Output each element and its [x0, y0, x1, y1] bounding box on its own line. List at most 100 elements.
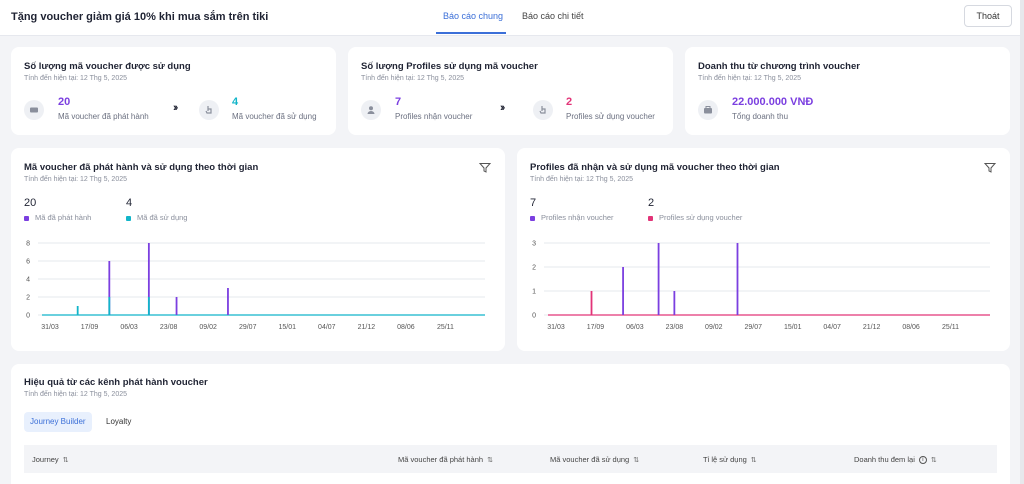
x-tick-label: 08/06: [397, 324, 415, 331]
legend-issued[interactable]: Mã đã phát hành: [24, 213, 91, 222]
chart-subtitle: Tính đến hiện tại: 12 Thg 5, 2025: [530, 176, 634, 183]
received-total: 7: [530, 197, 537, 209]
x-tick-label: 09/02: [705, 324, 723, 331]
column-label: Doanh thu đem lại: [854, 455, 915, 464]
legend-swatch: [530, 215, 535, 221]
logout-button[interactable]: Thoát: [964, 5, 1012, 27]
sort-icon[interactable]: ⇅: [62, 457, 69, 464]
x-tick-label: 31/03: [547, 324, 565, 331]
card-title: Doanh thu từ chương trình voucher: [698, 61, 860, 72]
x-tick-label: 29/07: [745, 324, 763, 331]
x-tick-label: 23/08: [160, 324, 178, 331]
legend-using[interactable]: Profiles sử dụng voucher: [648, 213, 742, 222]
bar: [657, 243, 660, 315]
sort-icon[interactable]: ⇅: [930, 457, 937, 464]
y-tick-label: 0: [26, 313, 30, 320]
profiles-bar-chart: 0 1 2 3 31/03 17/09 06/03 23/08 09/02 29/07 15/01 0…: [532, 241, 990, 331]
bar: [108, 261, 111, 315]
x-tick-label: 29/07: [239, 324, 257, 331]
chart-subtitle: Tính đến hiện tại: 12 Thg 5, 2025: [24, 176, 128, 183]
tab-general-report[interactable]: Báo cáo chung: [443, 11, 504, 21]
used-total: 4: [126, 197, 133, 209]
total-revenue-label: Tổng doanh thu: [732, 112, 789, 121]
used-vouchers-count: 4: [232, 96, 239, 108]
table-header: Journey ⇅ Mã voucher đã phát hành ⇅ Mã vou…: [24, 445, 997, 473]
x-tick-label: 31/03: [41, 324, 59, 331]
channels-title: Hiệu quả từ các kênh phát hành voucher: [24, 377, 208, 388]
x-tick-label: 21/12: [863, 324, 881, 331]
card-title: Số lượng Profiles sử dụng mã voucher: [361, 61, 538, 72]
page-title: Tặng voucher giảm giá 10% khi mua sắm tr…: [11, 11, 269, 23]
legend-label: Profiles nhận voucher: [541, 213, 614, 222]
legend-label: Mã đã phát hành: [35, 213, 92, 222]
filter-icon[interactable]: [983, 161, 997, 175]
x-tick-label: 21/12: [358, 324, 376, 331]
bar: [76, 306, 79, 315]
legend-received[interactable]: Profiles nhận voucher: [530, 213, 614, 222]
x-tick-label: 23/08: [666, 324, 684, 331]
card-title: Số lượng mã voucher được sử dụng: [24, 61, 191, 72]
hand-click-icon: [533, 100, 553, 120]
y-tick-label: 6: [26, 259, 30, 266]
used-vouchers-label: Mã voucher đã sử dụng: [232, 112, 317, 121]
x-tick-label: 17/09: [81, 324, 99, 331]
y-tick-label: 0: [532, 313, 536, 320]
issued-vouchers-count: 20: [58, 96, 71, 108]
legend-label: Mã đã sử dụng: [137, 213, 188, 222]
top-bar: Tặng voucher giảm giá 10% khi mua sắm tr…: [0, 0, 1020, 36]
column-revenue[interactable]: Doanh thu đem lại i ⇅: [854, 455, 937, 465]
voucher-usage-card: Số lượng mã voucher được sử dụng Tính đế…: [11, 47, 336, 135]
bar: [622, 267, 624, 315]
sort-icon[interactable]: ⇅: [633, 457, 640, 464]
legend-used[interactable]: Mã đã sử dụng: [126, 213, 187, 222]
y-tick-label: 1: [532, 289, 536, 296]
x-tick-label: 15/01: [784, 324, 802, 331]
card-subtitle: Tính đến hiện tại: 12 Thg 5, 2025: [24, 75, 128, 82]
bar: [736, 243, 739, 315]
x-tick-label: 04/07: [318, 324, 336, 331]
active-tab-indicator: [436, 32, 506, 34]
x-tick-label: 04/07: [823, 324, 841, 331]
issued-total: 20: [24, 197, 37, 209]
column-label: Mã voucher đã sử dụng: [550, 455, 630, 464]
sort-icon[interactable]: ⇅: [487, 457, 493, 464]
total-revenue-value: 22.000.000 VNĐ: [732, 96, 814, 108]
column-label: Tỉ lệ sử dụng: [703, 455, 747, 464]
column-issued[interactable]: Mã voucher đã phát hành ⇅: [398, 455, 493, 464]
vouchers-over-time-card: Mã voucher đã phát hành và sử dụng theo …: [11, 148, 505, 351]
card-subtitle: Tính đến hiện tại: 12 Thg 5, 2025: [361, 75, 465, 82]
bar: [227, 288, 229, 315]
legend-label: Profiles sử dụng voucher: [659, 213, 743, 222]
using-profiles-count: 2: [566, 96, 573, 108]
page-scrollbar[interactable]: [1020, 0, 1024, 484]
x-tick-label: 06/03: [120, 324, 138, 331]
y-tick-label: 2: [532, 265, 536, 272]
column-usage-rate[interactable]: Tỉ lệ sử dụng ⇅: [703, 455, 757, 464]
filter-icon[interactable]: [478, 161, 492, 175]
wallet-icon: [698, 100, 718, 120]
y-tick-label: 3: [532, 241, 536, 248]
sort-icon[interactable]: ⇅: [750, 457, 757, 464]
card-subtitle: Tính đến hiện tại: 12 Thg 5, 2025: [698, 75, 802, 82]
x-tick-label: 06/03: [626, 324, 644, 331]
x-tick-label: 25/11: [437, 324, 454, 331]
y-tick-label: 2: [26, 295, 30, 302]
column-journey[interactable]: Journey ⇅: [32, 455, 69, 464]
x-tick-label: 17/09: [587, 324, 605, 331]
chart-title: Profiles đã nhận và sử dụng mã voucher t…: [530, 162, 780, 173]
y-tick-label: 8: [26, 241, 30, 248]
tab-detail-report[interactable]: Báo cáo chi tiết: [522, 11, 584, 21]
column-label: Mã voucher đã phát hành: [398, 455, 484, 464]
tab-journey-builder[interactable]: Journey Builder: [24, 412, 92, 432]
column-used[interactable]: Mã voucher đã sử dụng ⇅: [550, 455, 639, 464]
x-tick-label: 08/06: [902, 324, 920, 331]
channels-subtitle: Tính đến hiện tại: 12 Thg 5, 2025: [24, 391, 128, 398]
legend-swatch: [24, 215, 29, 221]
bar: [147, 297, 150, 315]
legend-swatch: [648, 215, 653, 221]
info-icon[interactable]: i: [918, 456, 927, 465]
tab-loyalty[interactable]: Loyalty: [106, 417, 132, 426]
column-label: Journey: [32, 455, 59, 464]
hand-click-icon: [199, 100, 219, 120]
received-profiles-label: Profiles nhận voucher: [395, 112, 473, 121]
